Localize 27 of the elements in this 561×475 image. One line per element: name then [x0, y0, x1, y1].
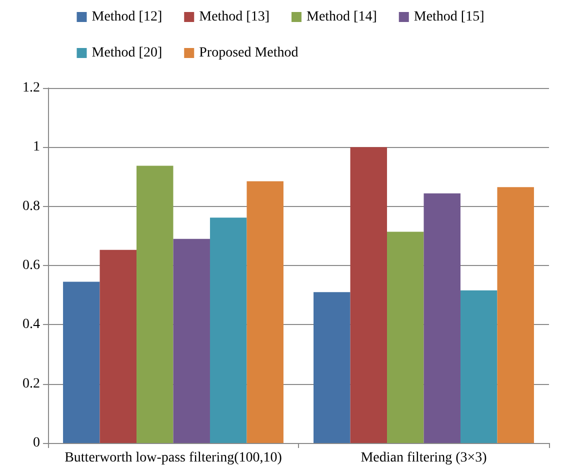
bar — [387, 232, 424, 443]
bar — [246, 181, 284, 443]
y-tick-label: 1 — [33, 140, 40, 155]
bar — [63, 282, 100, 443]
bar — [210, 218, 247, 443]
y-tick-label: 0.2 — [22, 376, 40, 392]
legend-label: Method [12] — [92, 10, 162, 24]
bar — [100, 250, 137, 443]
legend-label: Proposed Method — [199, 46, 298, 60]
legend-label: Method [14] — [306, 10, 377, 24]
y-tick-label: 0.6 — [22, 258, 40, 273]
y-tick-label: 0.4 — [22, 317, 40, 332]
bar — [460, 290, 498, 443]
y-tick-label: 1.2 — [22, 80, 40, 96]
bar — [497, 187, 534, 443]
bar — [350, 147, 388, 443]
x-tick-label: Butterworth low-pass filtering(100,10) — [64, 450, 282, 466]
legend-label: Method [20] — [92, 46, 162, 60]
bar — [424, 193, 460, 443]
bar — [136, 166, 174, 443]
y-tick-label: 0.8 — [22, 198, 40, 214]
bar — [314, 292, 350, 443]
bar — [173, 238, 210, 443]
legend-label: Method [13] — [199, 10, 270, 24]
legend-label: Method [15] — [414, 10, 484, 24]
x-tick-label: Median filtering (3×3) — [360, 450, 488, 466]
y-tick-label: 0 — [33, 436, 40, 450]
